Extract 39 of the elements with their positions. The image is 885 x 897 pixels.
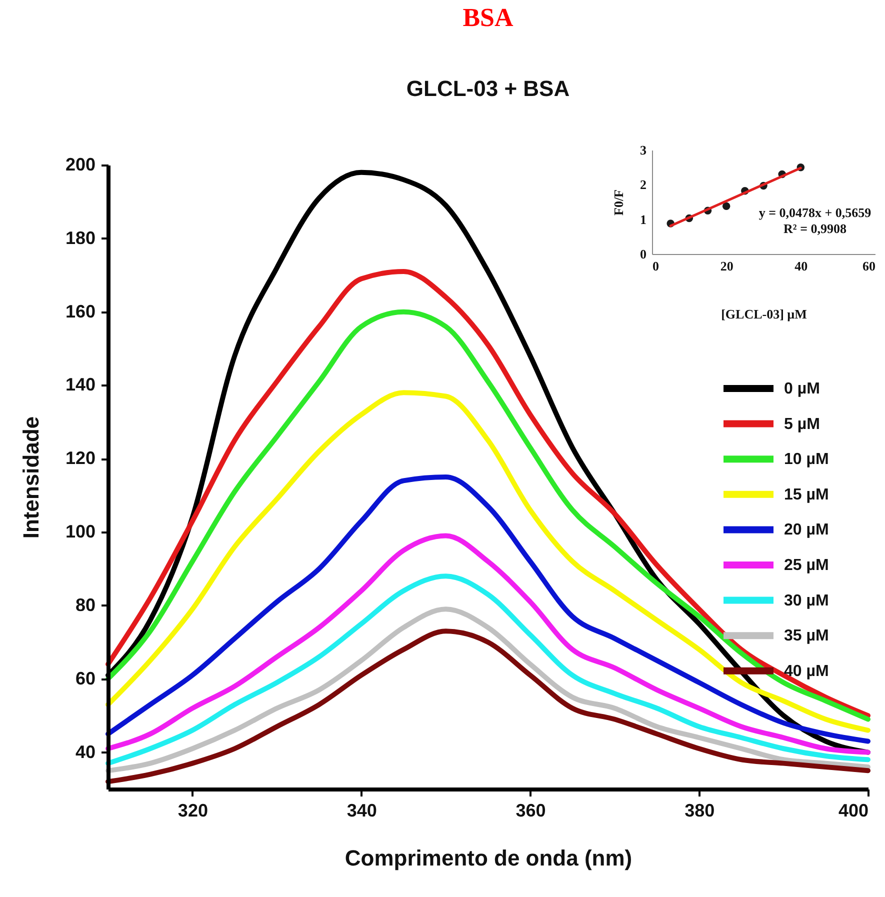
legend-label: 15 µM [784, 486, 829, 504]
y-axis-title: Intensidade [18, 416, 44, 539]
legend-label: 10 µM [784, 451, 829, 468]
chart-title: BSA [462, 3, 514, 32]
legend-label: 30 µM [784, 592, 829, 610]
y-tick-label: 180 [65, 228, 96, 248]
x-tick-label: 320 [178, 800, 208, 820]
x-tick-label: 0 [652, 258, 659, 274]
legend-label: 5 µM [784, 416, 820, 433]
chart-subtitle: GLCL-03 + BSA [406, 76, 570, 101]
legend-label: 35 µM [784, 628, 829, 645]
y-tick-label: 0 [640, 246, 646, 262]
x-tick-label: 40 [794, 258, 808, 274]
y-axis-title: F0/F [611, 189, 626, 216]
annotation: R² = 0,9908 [784, 221, 847, 236]
y-tick-label: 60 [75, 668, 96, 688]
legend-label: 20 µM [784, 522, 829, 539]
legend-label: 25 µM [784, 557, 829, 574]
y-tick-label: 1 [640, 212, 646, 227]
x-tick-label: 60 [862, 258, 876, 274]
y-tick-label: 80 [75, 594, 96, 615]
x-tick-label: 400 [838, 800, 868, 820]
legend-label: 0 µM [784, 380, 820, 398]
y-tick-label: 40 [75, 742, 96, 762]
legend-label: 40 µM [784, 662, 829, 680]
y-tick-label: 160 [65, 301, 96, 322]
y-tick-label: 2 [640, 177, 646, 192]
x-tick-label: 340 [346, 800, 377, 820]
y-tick-label: 3 [640, 142, 647, 158]
x-axis-title: [GLCL-03] µM [721, 306, 807, 322]
x-axis-title: Comprimento de onda (nm) [344, 846, 632, 870]
x-tick-label: 360 [516, 800, 546, 820]
y-tick-label: 120 [65, 448, 96, 468]
y-tick-label: 100 [65, 522, 96, 542]
y-tick-label: 200 [65, 154, 96, 174]
y-tick-label: 140 [65, 374, 96, 395]
x-tick-label: 380 [684, 800, 715, 820]
annotation: y = 0,0478x + 0,5659 [758, 205, 872, 220]
x-tick-label: 20 [720, 258, 734, 274]
